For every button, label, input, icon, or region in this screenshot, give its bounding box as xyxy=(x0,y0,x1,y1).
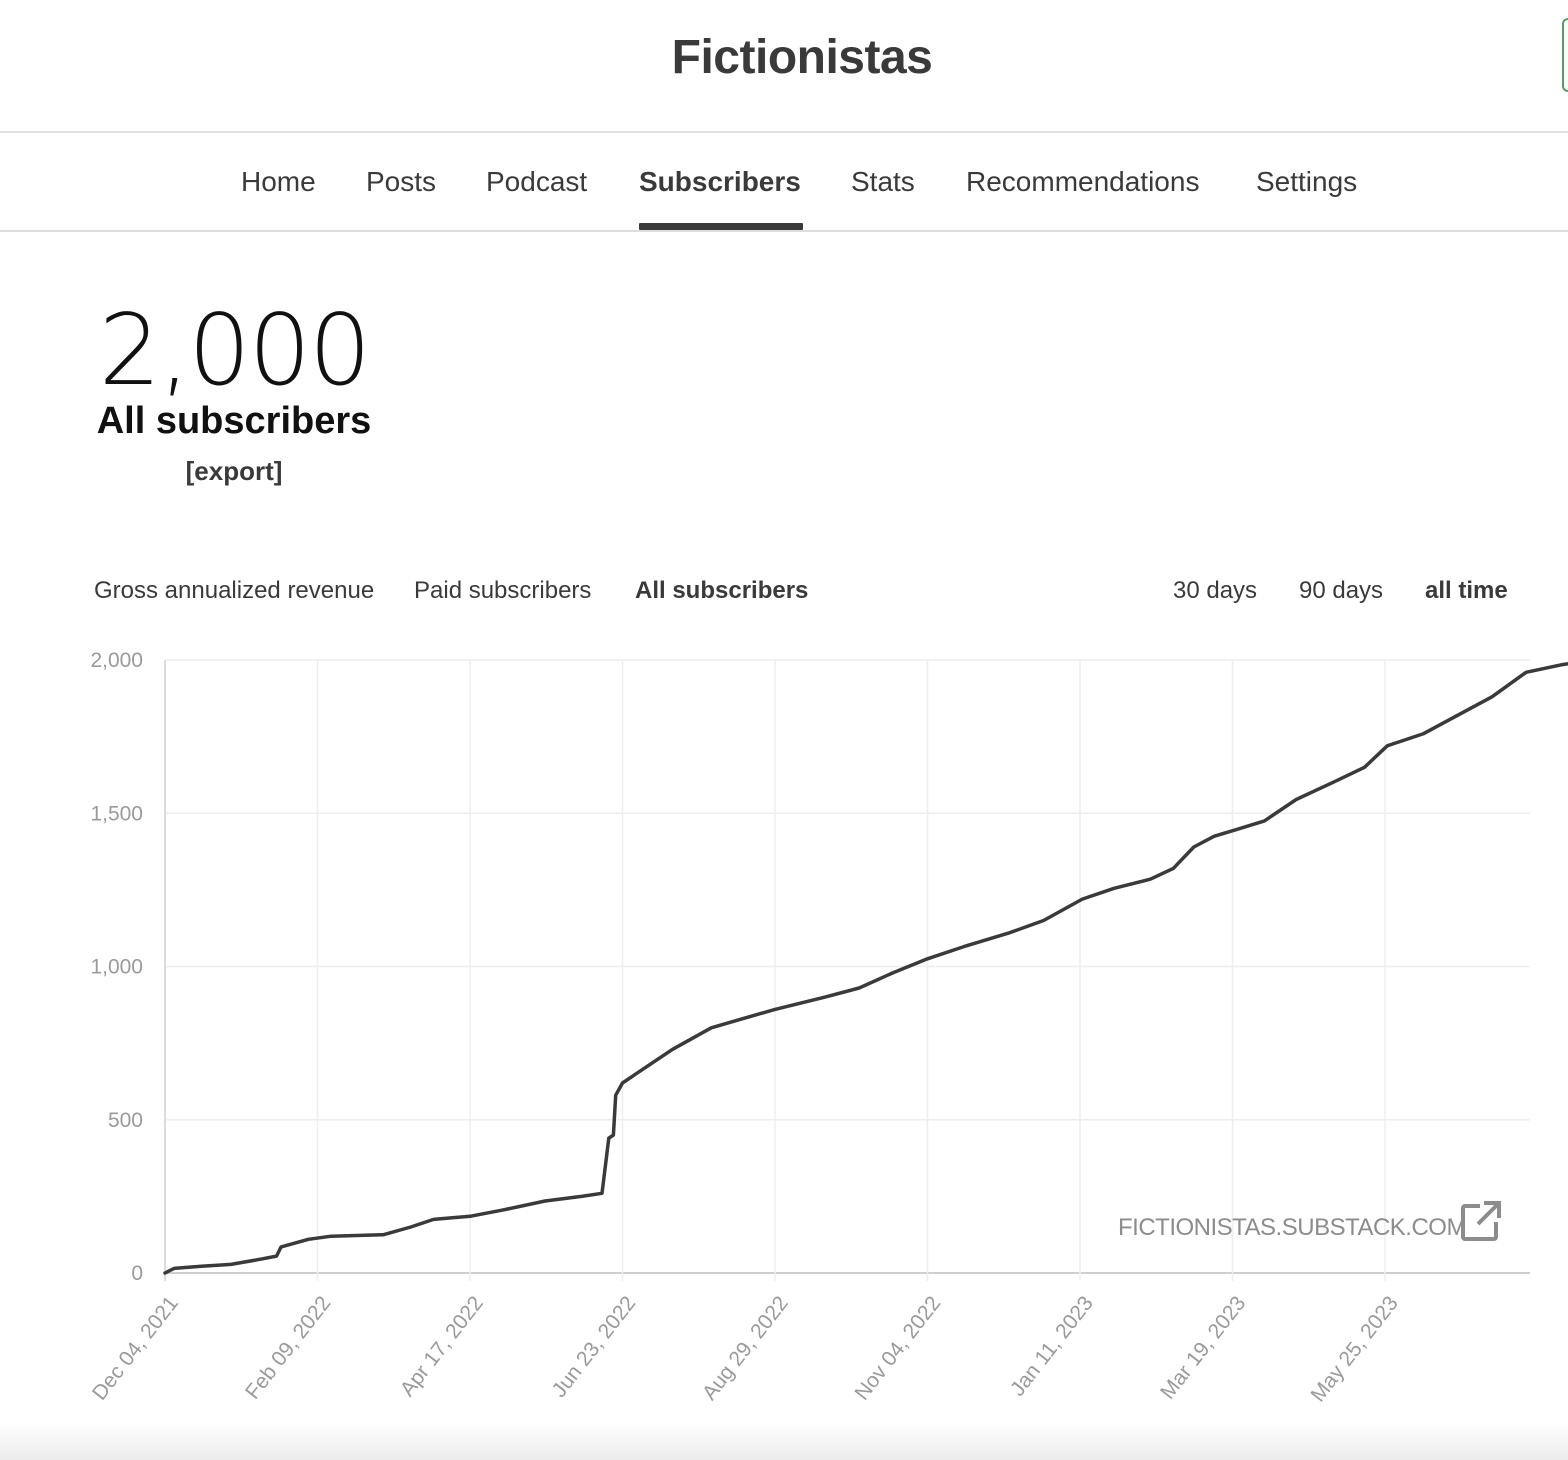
subscriber-count: 2,000 xyxy=(98,294,372,408)
x-tick-label: Jun 23, 2022 xyxy=(548,1292,641,1402)
chart-series xyxy=(163,661,1568,1275)
range-all-time[interactable]: all time xyxy=(1425,577,1508,604)
nav-home[interactable]: Home xyxy=(241,166,316,197)
x-tick-label: Nov 04, 2022 xyxy=(850,1292,945,1405)
y-tick-label: 0 xyxy=(131,1262,143,1285)
substack-url-watermark[interactable]: FICTIONISTAS.SUBSTACK.COM xyxy=(1118,1214,1466,1241)
bottom-shadow xyxy=(0,1422,1568,1460)
external-link-icon[interactable] xyxy=(1460,1200,1502,1242)
tab-gross-annualized-revenue[interactable]: Gross annualized revenue xyxy=(94,577,375,604)
chart-grid xyxy=(164,659,1530,1281)
export-link[interactable]: [export] xyxy=(185,456,283,486)
nav-podcast[interactable]: Podcast xyxy=(486,166,588,197)
x-tick-label: Mar 19, 2023 xyxy=(1156,1292,1250,1404)
header-divider xyxy=(0,131,1568,133)
subscribers-chart: 0 500 1,000 1,500 2,000 Dec 04, 2021 Feb 09, 2… xyxy=(88,649,1568,1406)
x-tick-label: Feb 09, 2022 xyxy=(241,1292,335,1404)
y-tick-label: 1,500 xyxy=(90,802,143,825)
subscribers-line xyxy=(163,661,1568,1275)
x-tick-label: Apr 17, 2022 xyxy=(396,1292,488,1401)
nav-divider xyxy=(0,230,1568,232)
tab-all-subscribers[interactable]: All subscribers xyxy=(635,577,809,604)
site-title: Fictionistas xyxy=(671,31,933,84)
range-90-days[interactable]: 90 days xyxy=(1299,577,1384,604)
active-tab-indicator xyxy=(639,223,803,230)
y-tick-label: 2,000 xyxy=(90,649,143,672)
account-button-edge[interactable] xyxy=(1562,18,1568,92)
chart-axes: 0 500 1,000 1,500 2,000 Dec 04, 2021 Feb 09, 2… xyxy=(88,649,1403,1406)
tab-paid-subscribers[interactable]: Paid subscribers xyxy=(414,577,592,604)
nav-subscribers[interactable]: Subscribers xyxy=(639,166,801,197)
y-tick-label: 1,000 xyxy=(90,956,143,979)
main-nav: Home Posts Podcast Subscribers Stats Rec… xyxy=(0,160,1568,232)
nav-stats[interactable]: Stats xyxy=(851,166,915,197)
x-tick-label: Dec 04, 2021 xyxy=(88,1292,183,1405)
x-tick-label: May 25, 2023 xyxy=(1306,1292,1402,1406)
nav-recommendations[interactable]: Recommendations xyxy=(966,166,1200,197)
nav-posts[interactable]: Posts xyxy=(366,166,437,197)
x-tick-label: Jan 11, 2023 xyxy=(1006,1292,1098,1401)
subscriber-count-label: All subscribers xyxy=(96,400,372,442)
y-tick-label: 500 xyxy=(108,1109,143,1132)
x-tick-label: Aug 29, 2022 xyxy=(698,1292,793,1405)
range-30-days[interactable]: 30 days xyxy=(1173,577,1258,604)
nav-settings[interactable]: Settings xyxy=(1256,166,1358,197)
